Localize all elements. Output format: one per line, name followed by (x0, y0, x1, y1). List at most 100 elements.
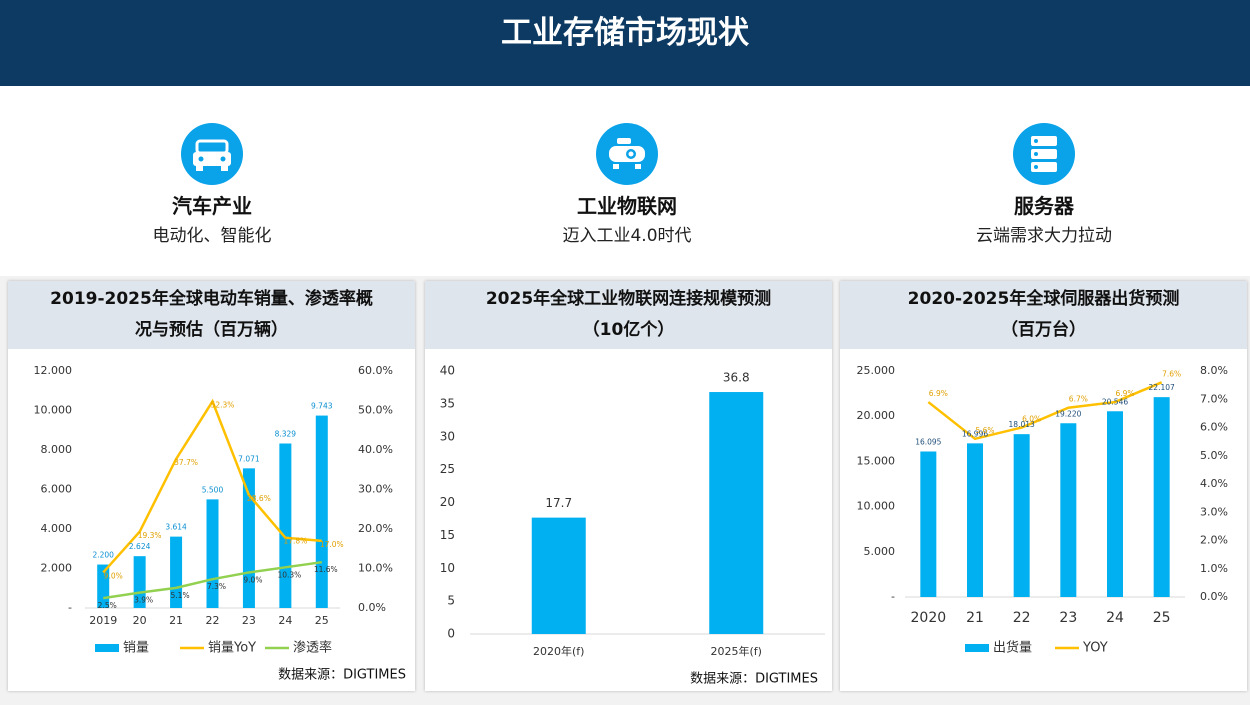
source: 数据来源：DIGTIMES (690, 672, 818, 687)
highlight-title: 汽车产业 (172, 194, 252, 218)
y-tick-label: 10 (440, 561, 455, 575)
x-tick-label: 2020 (911, 610, 947, 626)
bar (279, 443, 292, 608)
y-tick-label: 10.000 (857, 500, 896, 513)
x-tick-label: 23 (1059, 610, 1077, 626)
x-tick-label: 22 (1013, 610, 1031, 626)
chart-title: 2019-2025年全球电动车销量、渗透率概况与预估（百万辆） (50, 289, 373, 340)
y2-tick-label: 10.0% (358, 562, 393, 575)
x-tick-label: 2020年(f) (533, 644, 584, 658)
bar (206, 499, 219, 608)
data-label: 7.071 (238, 454, 260, 463)
data-label: 16.996 (962, 429, 988, 438)
y2-tick-label: 6.0% (1200, 421, 1228, 434)
y-tick-label: 10.000 (34, 404, 73, 417)
data-label: 17.0% (320, 540, 344, 549)
bar (1153, 397, 1170, 597)
data-label: 17.7 (545, 496, 572, 510)
source: 数据来源：DIGTIMES (278, 668, 406, 683)
y-tick-label: 20.000 (857, 409, 896, 422)
chart-panel: 2025年全球工业物联网连接规模预测（10亿个） 0 5 10 15 20 25 30 35 4… (425, 281, 832, 691)
car-icon (181, 123, 243, 185)
y-tick-label: 8.000 (41, 443, 73, 456)
line (927, 381, 1163, 441)
data-label: 3.9% (134, 596, 153, 605)
chart-panel: 2019-2025年全球电动车销量、渗透率概况与预估（百万辆） - 2.000 4.… (8, 281, 415, 691)
data-label: 22.107 (1149, 383, 1175, 392)
x-tick-label: 25 (1153, 610, 1171, 626)
data-label: 10.3% (277, 570, 301, 579)
data-label: 9.0% (243, 575, 262, 584)
x-tick-label: 21 (169, 614, 183, 627)
data-label: 52.3% (211, 400, 235, 409)
y-tick-label: - (891, 590, 895, 603)
data-label: 6.0% (1022, 415, 1041, 424)
y-tick-label: 15.000 (857, 454, 896, 467)
highlight-title: 服务器 (1014, 194, 1074, 218)
data-label: 28.6% (247, 494, 271, 503)
chart: - 5.000 10.000 15.000 20.000 25.000 0.0% 1.0% 2.… (857, 364, 1228, 656)
data-label: 2.200 (92, 551, 114, 560)
chart-title: 2020-2025年全球伺服器出货预测（百万台） (907, 289, 1180, 340)
y2-tick-label: 8.0% (1200, 364, 1228, 377)
legend-label: 销量YoY (208, 641, 256, 656)
x-tick-label: 25 (315, 614, 329, 627)
x-tick-label: 2025年(f) (711, 644, 762, 658)
bar (1013, 434, 1030, 597)
data-label: 6.9% (929, 389, 948, 398)
x-tick-label: 23 (242, 614, 256, 627)
legend-label: 渗透率 (293, 640, 332, 656)
highlight-subtitle: 电动化、智能化 (152, 226, 272, 246)
data-label: 20.546 (1102, 397, 1128, 406)
data-label: 7.6% (1162, 369, 1181, 378)
y-tick-label: 30 (440, 429, 455, 443)
highlights: 汽车产业 电动化、智能化 工业物联网 迈入工业4.0时代 服务器 云端需求大力拉… (0, 86, 1250, 276)
y2-tick-label: 50.0% (358, 404, 393, 417)
x-tick-label: 20 (133, 614, 147, 627)
y-tick-label: 4.000 (41, 522, 73, 535)
highlight-title: 工业物联网 (577, 194, 677, 218)
data-label: 19.3% (138, 531, 162, 540)
bar (1107, 411, 1123, 597)
bar (920, 451, 937, 597)
data-label: 7.3% (207, 582, 226, 591)
y-tick-label: 0 (447, 627, 455, 641)
y2-tick-label: 7.0% (1200, 392, 1228, 405)
y-tick-label: 12.000 (34, 364, 73, 377)
data-label: 11.6% (314, 565, 338, 574)
data-label: 6.7% (1069, 395, 1088, 404)
data-label: 5.6% (975, 426, 994, 435)
y2-tick-label: 0.0% (1200, 590, 1228, 603)
x-tick-label: 22 (206, 614, 220, 627)
y2-tick-label: 30.0% (358, 483, 393, 496)
chart: - 2.000 4.000 6.000 8.000 10.000 12.000 0.0% 10.… (34, 364, 407, 683)
data-label: 17.8% (283, 537, 307, 546)
highlight: 工业物联网 迈入工业4.0时代 (477, 122, 777, 246)
y-tick-label: - (68, 601, 72, 614)
y2-tick-label: 20.0% (358, 522, 393, 535)
data-label: 9.0% (104, 571, 123, 580)
data-label: 18.013 (1009, 420, 1035, 429)
y-tick-label: 40 (440, 364, 455, 378)
highlight-subtitle: 云端需求大力拉动 (976, 226, 1112, 246)
y-tick-label: 5.000 (864, 545, 896, 558)
legend-label: 出货量 (993, 640, 1032, 656)
data-label: 37.7% (174, 458, 198, 467)
legend-swatch (965, 644, 989, 652)
y2-tick-label: 60.0% (358, 364, 393, 377)
line (103, 560, 322, 600)
y-tick-label: 2.000 (41, 562, 73, 575)
data-label: 19.220 (1055, 409, 1081, 418)
highlight: 汽车产业 电动化、智能化 (62, 122, 362, 246)
y-tick-label: 25.000 (857, 364, 896, 377)
y-tick-label: 15 (440, 528, 455, 542)
y2-tick-label: 2.0% (1200, 534, 1228, 547)
header-title: 工业存储市场现状 (0, 0, 1250, 86)
y-tick-label: 5 (447, 594, 455, 608)
y-tick-label: 35 (440, 396, 455, 410)
y2-tick-label: 5.0% (1200, 449, 1228, 462)
chart-title: 2025年全球工业物联网连接规模预测（10亿个） (485, 289, 772, 340)
server-icon (1013, 123, 1075, 185)
y-tick-label: 20 (440, 495, 455, 509)
